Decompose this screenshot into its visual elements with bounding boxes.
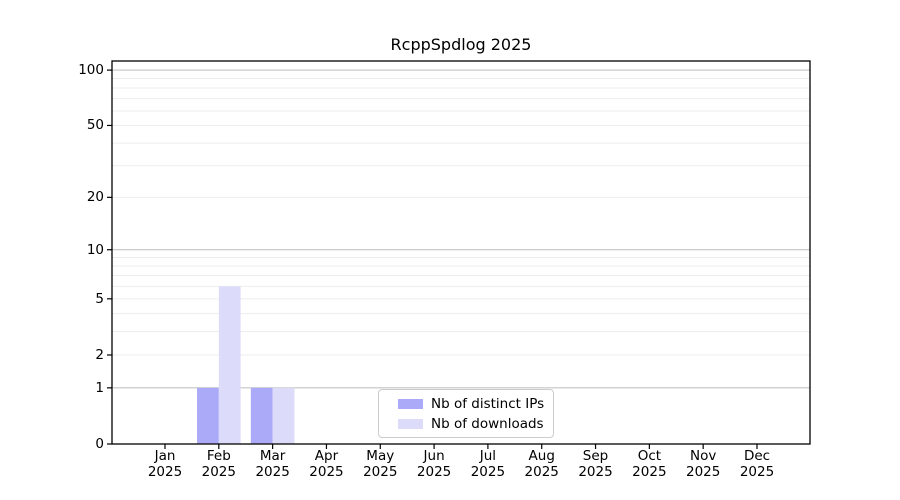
x-tick-label-aug: Aug 2025: [510, 448, 574, 480]
chart-title: RcppSpdlog 2025: [390, 35, 532, 54]
y-tick-label-50: 50: [86, 117, 104, 134]
y-tick-label-100: 100: [78, 62, 104, 79]
month-label: Oct: [637, 448, 662, 464]
year-label: 2025: [685, 463, 721, 480]
month-label: Jan: [154, 448, 176, 464]
month-label: Aug: [528, 448, 555, 464]
year-label: 2025: [524, 463, 559, 480]
year-label: 2025: [147, 463, 183, 480]
legend-swatch-downloads: [398, 418, 423, 429]
x-tick-label-may: May 2025: [348, 448, 412, 480]
year-label: 2025: [470, 463, 506, 480]
month-label: Nov: [689, 448, 717, 464]
y-tick-label-2: 2: [95, 346, 104, 363]
legend-label-distinct-ips: Nb of distinct IPs: [431, 395, 545, 412]
month-label: May: [366, 448, 395, 464]
legend-item-downloads: Nb of downloads: [398, 414, 545, 433]
legend: Nb of distinct IPs Nb of downloads: [378, 389, 554, 438]
year-label: 2025: [255, 463, 290, 480]
year-label: 2025: [632, 463, 667, 480]
x-tick-label-jan: Jan 2025: [133, 448, 197, 480]
bar-downloads-feb: [218, 286, 241, 444]
x-tick-label-sep: Sep 2025: [564, 448, 628, 480]
month-label: Jul: [479, 448, 497, 464]
month-label: Apr: [314, 448, 339, 464]
x-tick-label-dec: Dec 2025: [725, 448, 789, 480]
month-label: Sep: [582, 448, 609, 464]
y-tick-label-20: 20: [86, 189, 104, 206]
month-label: Jun: [423, 448, 445, 464]
year-label: 2025: [309, 463, 344, 480]
month-label: Feb: [206, 448, 231, 464]
bar-distinct-ips-mar: [250, 387, 273, 444]
year-label: 2025: [416, 463, 452, 480]
y-tick-label-10: 10: [86, 241, 104, 258]
month-label: Dec: [743, 448, 771, 464]
y-tick-label-1: 1: [95, 379, 104, 396]
x-tick-label-jun: Jun 2025: [402, 448, 466, 480]
x-tick-label-oct: Oct 2025: [617, 448, 681, 480]
x-tick-label-feb: Feb 2025: [187, 448, 251, 480]
bar-distinct-ips-feb: [197, 387, 219, 444]
month-label: Mar: [259, 448, 286, 464]
x-tick-label-jul: Jul 2025: [456, 448, 520, 480]
legend-label-downloads: Nb of downloads: [431, 415, 544, 432]
year-label: 2025: [363, 463, 398, 480]
y-tick-label-0: 0: [95, 436, 104, 452]
plot-border: [111, 60, 811, 445]
legend-swatch-distinct-ips: [398, 398, 423, 409]
x-tick-label-nov: Nov 2025: [671, 448, 735, 480]
y-tick-label-5: 5: [95, 290, 104, 307]
year-label: 2025: [201, 463, 236, 480]
legend-item-distinct-ips: Nb of distinct IPs: [398, 394, 545, 413]
bar-downloads-mar: [272, 387, 295, 444]
year-label: 2025: [578, 463, 613, 480]
x-tick-label-mar: Mar 2025: [241, 448, 305, 480]
year-label: 2025: [739, 463, 775, 480]
x-tick-label-apr: Apr 2025: [294, 448, 358, 480]
